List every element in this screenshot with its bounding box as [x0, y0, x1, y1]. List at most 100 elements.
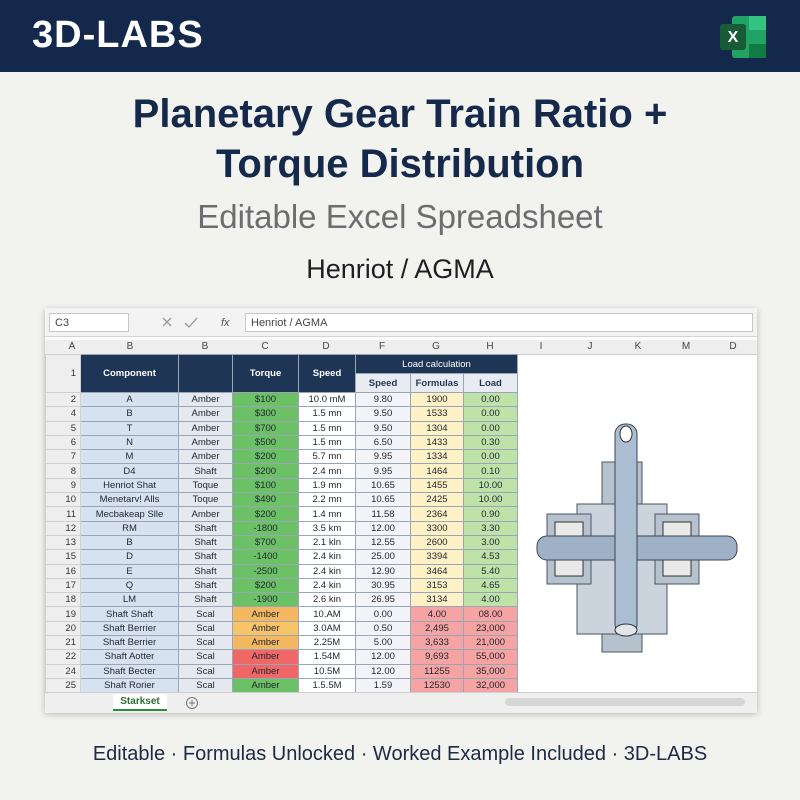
header-cell: Component: [80, 354, 179, 393]
formula-bar: C3 fx Henriot / AGMA: [45, 308, 757, 337]
cell: Scal: [178, 606, 233, 622]
cell: 1464: [410, 463, 464, 479]
column-letter: D: [729, 341, 737, 352]
cell: 9,693: [410, 649, 464, 665]
data-row: 2 A Amber $100 10.0 mM 9.80 1900 0.00: [45, 391, 518, 408]
sheet-tab[interactable]: Starkset: [113, 694, 167, 711]
cell: 3300: [410, 520, 464, 536]
cell: D4: [80, 463, 179, 479]
fx-label: fx: [221, 317, 230, 329]
cell: A: [80, 391, 179, 408]
row-number: 21: [45, 635, 81, 651]
name-box[interactable]: C3: [49, 313, 129, 332]
cell: $490: [232, 492, 299, 508]
cell: 0.10: [463, 463, 518, 479]
cell: Amber: [178, 434, 233, 451]
cell: 1334: [410, 449, 464, 465]
cell: 4.00: [463, 592, 518, 608]
cell: 0.00: [463, 406, 518, 422]
cell: 25.00: [355, 549, 411, 565]
cell: 1433: [410, 434, 464, 451]
top-bar: 3D-LABS X: [0, 0, 800, 72]
cell: Shaft: [178, 549, 233, 565]
cell: 1533: [410, 406, 464, 422]
cell: T: [80, 420, 179, 436]
cell: -1800: [232, 520, 299, 536]
sub-header: Formulas: [410, 373, 464, 393]
column-letter: B: [201, 341, 209, 352]
cell: 10.5M: [298, 663, 356, 679]
cell: $300: [232, 406, 299, 422]
cell: 3464: [410, 563, 464, 579]
cell: 5.40: [463, 563, 518, 579]
cell: 12.00: [355, 520, 411, 536]
cell: Scal: [178, 635, 233, 651]
cell: 1304: [410, 420, 464, 436]
cell: 11255: [410, 663, 464, 679]
cell: 26.95: [355, 592, 411, 608]
cell: Shaft Shaft: [80, 606, 179, 622]
cell: 1.5 mn: [298, 406, 356, 422]
data-row: 18 LM Shaft -1900 2.6 kin 26.95 3134 4.00: [45, 592, 518, 608]
cell: Shaft: [178, 534, 233, 551]
cell: Scal: [178, 663, 233, 679]
row-number: 8: [45, 463, 81, 479]
cell: Shaft Becter: [80, 663, 179, 679]
cell: 0.00: [463, 449, 518, 465]
row-number: 13: [45, 534, 81, 551]
cell: 1900: [410, 391, 464, 408]
column-letter: M: [681, 341, 691, 352]
formula-input[interactable]: Henriot / AGMA: [245, 313, 753, 332]
cell: 2364: [410, 506, 464, 522]
row-number: 5: [45, 420, 81, 436]
cell: Toque: [178, 477, 233, 494]
cell: M: [80, 449, 179, 465]
cell: 12.00: [355, 663, 411, 679]
cell: 08.00: [463, 606, 518, 622]
cell: 10.00: [463, 492, 518, 508]
group-header: Load calculation: [355, 354, 518, 374]
cell: 0.00: [463, 391, 518, 408]
data-row: 19 Shaft Shaft Scal Amber 10.AM 0.00 4.00 08.00: [45, 606, 518, 622]
sheet-tab-bar: Starkset: [45, 692, 757, 713]
cell: 1.9 mn: [298, 477, 356, 494]
data-row: 12 RM Shaft -1800 3.5 km 12.00 3300 3.30: [45, 520, 518, 536]
cell: 0.50: [355, 620, 411, 637]
cell: 10.65: [355, 492, 411, 508]
cell: 1.5 mn: [298, 420, 356, 436]
cell: 30.95: [355, 577, 411, 594]
data-row: 8 D4 Shaft $200 2.4 mn 9.95 1464 0.10: [45, 463, 518, 479]
row-number: 20: [45, 620, 81, 637]
cell: Amber: [178, 406, 233, 422]
cell: 1.54M: [298, 649, 356, 665]
row-number: 16: [45, 563, 81, 579]
cell: 55,000: [463, 649, 518, 665]
add-sheet[interactable]: [185, 696, 199, 710]
cell: Amber: [178, 449, 233, 465]
cell: B: [80, 534, 179, 551]
cell: 10.00: [463, 477, 518, 494]
data-row: 15 D Shaft -1400 2.4 kin 25.00 3394 4.53: [45, 549, 518, 565]
cell: $700: [232, 534, 299, 551]
data-table: 1 Component Torque Speed Load calculation Spe…: [45, 354, 518, 694]
scrollbar[interactable]: [505, 698, 745, 706]
cell: Shaft Rorier: [80, 677, 179, 694]
cell: 3.5 km: [298, 520, 356, 536]
cell: 4.53: [463, 549, 518, 565]
cell: 1.5 mn: [298, 434, 356, 451]
formula-icons: [162, 317, 198, 328]
data-row: 16 E Shaft -2500 2.4 kin 12.90 3464 5.40: [45, 563, 518, 579]
row-number: 12: [45, 520, 81, 536]
cell: 21,000: [463, 635, 518, 651]
cell: Shaft: [178, 577, 233, 594]
data-row: 4 B Amber $300 1.5 mn 9.50 1533 0.00: [45, 406, 518, 422]
row-number: 19: [45, 606, 81, 622]
header-row: 1 Component Torque Speed Load calculation: [45, 354, 518, 393]
title-line: Planetary Gear Train Ratio +: [132, 92, 668, 136]
header-cell: Torque: [232, 354, 299, 393]
cell: 12.90: [355, 563, 411, 579]
cell: 10.65: [355, 477, 411, 494]
cell: 3153: [410, 577, 464, 594]
row-number: 2: [45, 391, 81, 408]
cell: Scal: [178, 677, 233, 694]
